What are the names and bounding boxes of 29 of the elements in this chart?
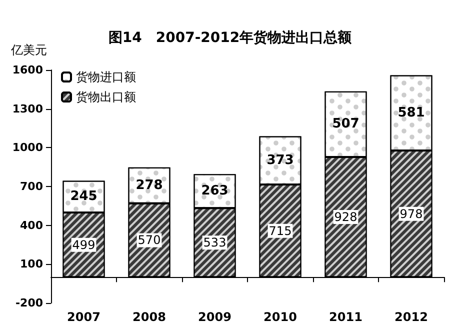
data-label: 581 xyxy=(398,105,425,120)
data-label: 928 xyxy=(334,210,358,224)
y-tick-label: 1000 xyxy=(12,141,44,154)
y-axis-title: 亿美元 xyxy=(10,43,47,57)
data-label: 978 xyxy=(400,206,423,221)
x-tick-label: 2012 xyxy=(394,310,428,324)
data-label: 245 xyxy=(70,189,98,204)
x-tick-label: 2007 xyxy=(67,310,100,324)
legend-label: 货物出口额 xyxy=(76,90,136,104)
data-label: 499 xyxy=(72,238,96,252)
y-tick-label: 1600 xyxy=(12,64,44,76)
x-tick-label: 2011 xyxy=(329,310,362,324)
data-label: 570 xyxy=(138,233,161,248)
y-tick-label: 1300 xyxy=(12,102,44,116)
y-tick-label: 100 xyxy=(20,258,44,271)
y-tick-label: 400 xyxy=(20,218,44,232)
legend-label: 货物进口额 xyxy=(76,70,136,84)
data-label: 263 xyxy=(201,184,228,199)
y-tick-label: 700 xyxy=(20,180,44,193)
data-label: 715 xyxy=(268,224,292,238)
chart-title: 图14 2007-2012年货物进出口总额 xyxy=(108,29,353,46)
data-label: 507 xyxy=(332,116,360,132)
data-label: 278 xyxy=(136,178,163,193)
x-tick-label: 2010 xyxy=(264,310,297,324)
y-tick-label: -200 xyxy=(15,296,44,310)
x-tick-label: 2008 xyxy=(132,310,166,324)
x-tick-label: 2009 xyxy=(198,310,232,324)
data-label: 533 xyxy=(203,236,226,250)
data-label: 373 xyxy=(266,152,294,168)
